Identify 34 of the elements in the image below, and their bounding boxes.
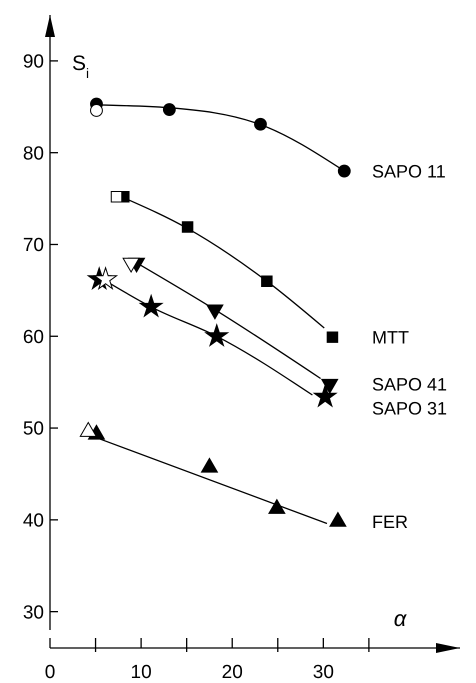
x-tick-label: 30 xyxy=(312,662,334,683)
point xyxy=(261,275,273,287)
point xyxy=(314,384,337,407)
point xyxy=(268,499,286,514)
point xyxy=(90,104,103,117)
point xyxy=(326,331,338,343)
point xyxy=(94,267,118,290)
y-tick-label: 50 xyxy=(22,418,44,440)
x-tick-label: 20 xyxy=(222,662,243,683)
x-tick-label: 0 xyxy=(44,662,56,683)
series-label: SAPO 11 xyxy=(372,161,446,182)
point xyxy=(254,118,267,131)
series-label: SAPO 41 xyxy=(372,374,448,394)
y-axis-title: S$_{i}$ xyxy=(72,52,90,80)
point xyxy=(110,191,122,202)
point xyxy=(200,458,218,473)
y-tick-label: 30 xyxy=(22,602,44,624)
point xyxy=(182,221,194,233)
y-tick-label: 40 xyxy=(22,510,44,532)
y-tick-label: 60 xyxy=(22,326,44,348)
x-tick-label: 10 xyxy=(130,662,152,683)
text: SAPO 31 xyxy=(372,398,448,418)
point xyxy=(205,324,228,346)
point xyxy=(338,164,351,178)
point xyxy=(80,422,97,437)
y-tick-label: 70 xyxy=(22,235,44,256)
x-axis-title: α xyxy=(394,606,408,631)
series-label: MTT xyxy=(372,327,409,348)
y-tick-label: 80 xyxy=(22,143,44,164)
point xyxy=(329,512,346,527)
point xyxy=(162,103,176,116)
series-label: FER xyxy=(372,512,408,532)
point xyxy=(140,294,163,317)
y-tick-label: 90 xyxy=(22,52,44,73)
